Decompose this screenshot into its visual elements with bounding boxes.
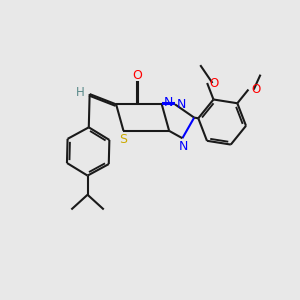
Text: S: S — [119, 133, 127, 146]
Text: N: N — [179, 140, 188, 153]
Text: N: N — [164, 96, 173, 110]
Text: H: H — [76, 86, 85, 99]
Text: O: O — [251, 83, 260, 96]
Text: O: O — [210, 76, 219, 89]
Text: O: O — [132, 69, 142, 82]
Text: N: N — [177, 98, 186, 111]
